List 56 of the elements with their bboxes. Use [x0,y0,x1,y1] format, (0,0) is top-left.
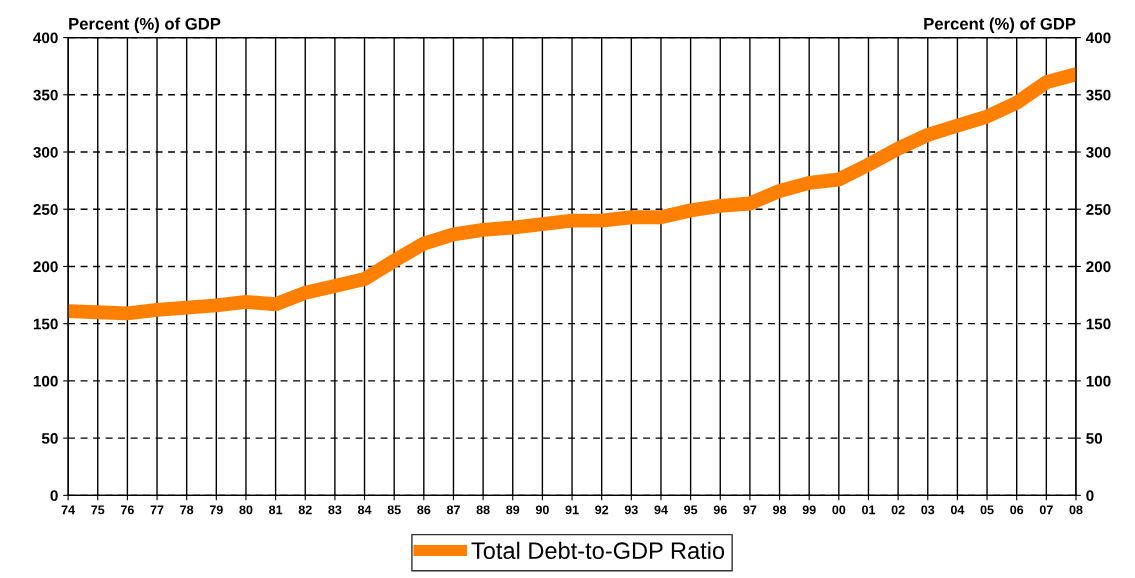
y2-tick-label: 50 [1086,432,1103,444]
y2-tick-label: 200 [1086,261,1111,273]
y2-tick-label: 350 [1086,89,1111,101]
y2-axis-title: Percent (%) of GDP [924,17,1076,33]
x-tick-label: 07 [1039,505,1053,515]
y-tick-label: 0 [50,490,58,502]
x-tick-label: 81 [269,505,283,515]
x-tick-label: 87 [446,505,460,515]
x-tick-label: 94 [654,505,668,515]
y-tick-label: 250 [33,204,58,215]
x-tick-label: 88 [476,505,490,515]
y-tick-label: 200 [33,261,58,273]
y-tick-label: 100 [33,375,58,387]
x-tick-label: 93 [624,505,638,515]
y-tick-label: 350 [33,89,58,101]
y2-tick-label: 150 [1086,318,1111,330]
x-tick-label: 80 [239,505,253,515]
x-tick-label: 06 [1010,505,1024,515]
y2-tick-label: 300 [1086,146,1111,158]
x-tick-label: 78 [180,505,194,515]
x-tick-label: 08 [1069,505,1083,515]
x-tick-label: 74 [61,505,75,515]
y-tick-label: 400 [33,32,58,44]
y-tick-label: 50 [41,432,58,444]
x-tick-label: 91 [565,505,579,515]
x-tick-label: 86 [417,505,431,515]
y2-tick-label: 250 [1086,204,1111,215]
x-tick-label: 92 [595,505,609,515]
y-tick-label: 300 [33,146,58,158]
y-axis-title: Percent (%) of GDP [69,17,221,33]
x-tick-label: 99 [802,505,816,515]
x-tick-label: 98 [773,505,787,515]
x-tick-label: 83 [328,505,342,515]
x-tick-label: 89 [506,505,520,515]
x-tick-label: 05 [980,505,994,515]
x-tick-label: 84 [357,505,372,515]
x-tick-label: 79 [209,505,223,515]
x-tick-label: 02 [891,505,905,515]
x-tick-label: 00 [832,505,846,515]
legend-label: Total Debt-to-GDP Ratio [471,541,725,560]
x-tick-label: 04 [950,505,965,515]
x-tick-label: 97 [743,505,757,515]
x-tick-label: 85 [387,505,401,515]
x-tick-label: 01 [862,505,876,515]
y2-tick-label: 0 [1086,490,1094,502]
y2-tick-label: 400 [1085,32,1111,44]
x-tick-label: 96 [713,505,727,515]
y2-tick-label: 100 [1086,375,1111,387]
y-tick-label: 150 [33,318,58,330]
x-tick-label: 82 [298,505,312,515]
x-tick-label: 90 [535,505,549,515]
x-tick-label: 03 [921,505,935,515]
x-tick-label: 75 [91,505,105,515]
x-tick-label: 95 [684,505,698,515]
x-tick-label: 76 [120,505,134,515]
x-tick-label: 77 [150,505,164,515]
